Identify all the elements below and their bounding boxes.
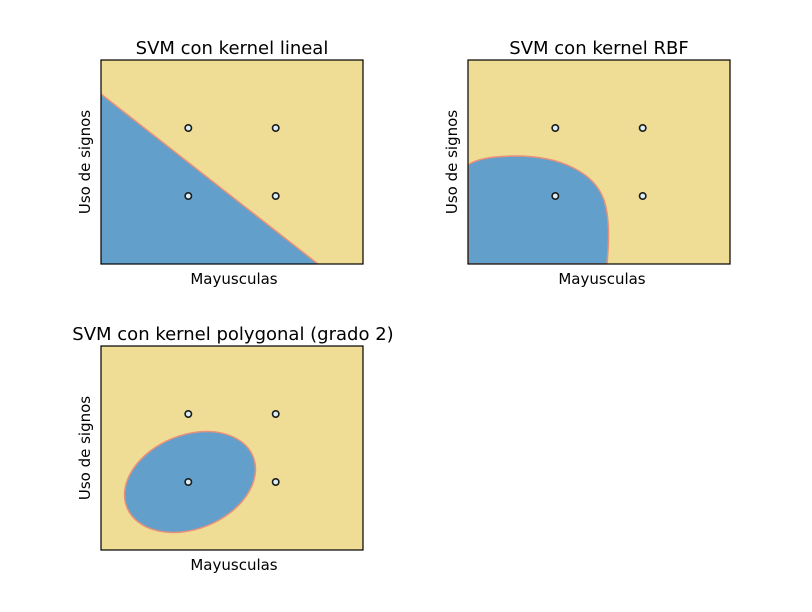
data-point <box>551 192 560 201</box>
subplot-linear: SVM con kernel lineal Mayusculas Uso de … <box>76 38 364 288</box>
data-point <box>184 124 193 133</box>
subplot-polynomial: SVM con kernel polygonal (grado 2) Mayus… <box>72 324 393 574</box>
data-point <box>184 192 193 201</box>
x-axis-label: Mayusculas <box>558 270 645 288</box>
axes-frame <box>100 59 364 265</box>
y-axis-label: Uso de signos <box>76 110 94 214</box>
decision-boundary <box>101 93 319 264</box>
x-axis-label: Mayusculas <box>190 556 277 574</box>
data-point <box>638 192 647 201</box>
data-point <box>551 124 560 133</box>
axes-frame <box>100 345 364 551</box>
subplot-title: SVM con kernel polygonal (grado 2) <box>72 324 393 345</box>
subplot-rbf: SVM con kernel RBF Mayusculas Uso de sig… <box>443 38 731 288</box>
x-axis-label: Mayusculas <box>190 270 277 288</box>
subplot-title: SVM con kernel RBF <box>509 38 688 59</box>
region-class-0 <box>468 155 610 264</box>
subplot-title: SVM con kernel lineal <box>136 38 329 59</box>
y-axis-label: Uso de signos <box>76 396 94 500</box>
data-point <box>271 409 280 418</box>
data-point <box>184 409 193 418</box>
axes-frame <box>467 59 731 265</box>
data-point <box>184 477 193 486</box>
y-axis-label: Uso de signos <box>443 110 461 214</box>
data-point <box>271 192 280 201</box>
data-point <box>638 124 647 133</box>
data-point <box>271 124 280 133</box>
data-point <box>271 477 280 486</box>
